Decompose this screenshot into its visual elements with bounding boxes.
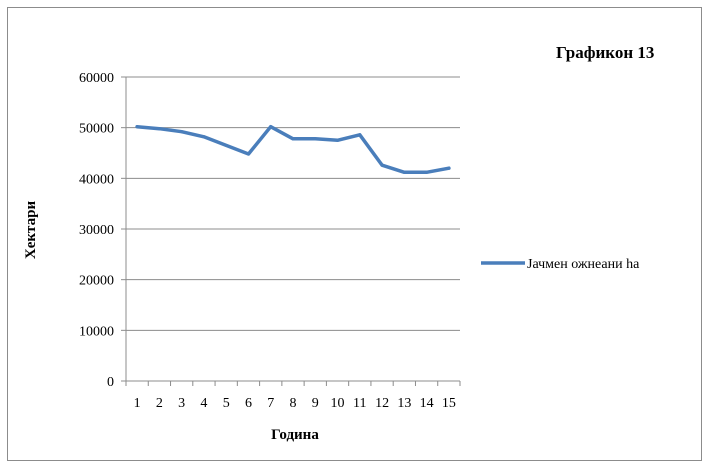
x-tick-label: 5 xyxy=(223,396,230,411)
x-tick-label: 3 xyxy=(178,396,185,411)
y-tick-label: 0 xyxy=(107,375,114,390)
x-tick-label: 2 xyxy=(156,396,163,411)
series-line xyxy=(135,124,451,175)
y-tick-label: 20000 xyxy=(79,274,114,289)
data-point xyxy=(402,170,406,174)
data-point xyxy=(313,137,317,141)
y-tick-label: 10000 xyxy=(79,324,114,339)
chart-frame: Графикон 13 0 10000 20000 30000 40000 50000 60… xyxy=(7,7,702,461)
y-axis-title: Хектари xyxy=(23,201,39,260)
series-lines xyxy=(135,124,451,175)
data-point xyxy=(425,170,429,174)
y-tick-labels: 0 10000 20000 30000 40000 50000 60000 xyxy=(79,71,114,390)
x-tick-label: 8 xyxy=(290,396,297,411)
y-tick-label: 60000 xyxy=(79,71,114,86)
x-tick-labels: 1 2 3 4 5 6 7 8 9 10 11 12 13 14 15 xyxy=(134,396,456,411)
data-point xyxy=(157,127,161,131)
line-chart: Графикон 13 0100002000030000400005000060… xyxy=(23,43,654,443)
x-tick-label: 1 xyxy=(134,396,141,411)
x-axis-title: Година xyxy=(271,427,319,443)
data-point xyxy=(269,125,273,129)
chart-title: Графикон 13 xyxy=(556,43,654,62)
gridlines xyxy=(126,76,460,331)
data-point xyxy=(180,130,184,134)
axes xyxy=(121,76,461,386)
data-point xyxy=(447,166,451,170)
data-point xyxy=(380,163,384,167)
x-tick-label: 4 xyxy=(200,396,207,411)
x-tick-label: 6 xyxy=(245,396,252,411)
x-tick-label: 11 xyxy=(353,396,366,411)
x-tick-label: 9 xyxy=(312,396,319,411)
x-tick-label: 10 xyxy=(331,396,345,411)
x-tick-label: 15 xyxy=(442,396,456,411)
x-tick-label: 13 xyxy=(397,396,411,411)
data-point xyxy=(246,152,250,156)
y-tick-label: 30000 xyxy=(79,223,114,238)
legend: Јачмен ожнеани hа xyxy=(481,257,640,272)
y-tick-label: 40000 xyxy=(79,172,114,187)
x-tick-label: 7 xyxy=(267,396,274,411)
y-tick-label: 50000 xyxy=(79,122,114,137)
data-point xyxy=(224,143,228,147)
x-tick-label: 12 xyxy=(375,396,389,411)
data-point xyxy=(358,133,362,137)
x-tick-label: 14 xyxy=(420,396,434,411)
legend-label: Јачмен ожнеани hа xyxy=(527,257,640,272)
data-point xyxy=(135,125,139,129)
data-point xyxy=(336,138,340,142)
data-point xyxy=(291,137,295,141)
data-point xyxy=(202,135,206,139)
